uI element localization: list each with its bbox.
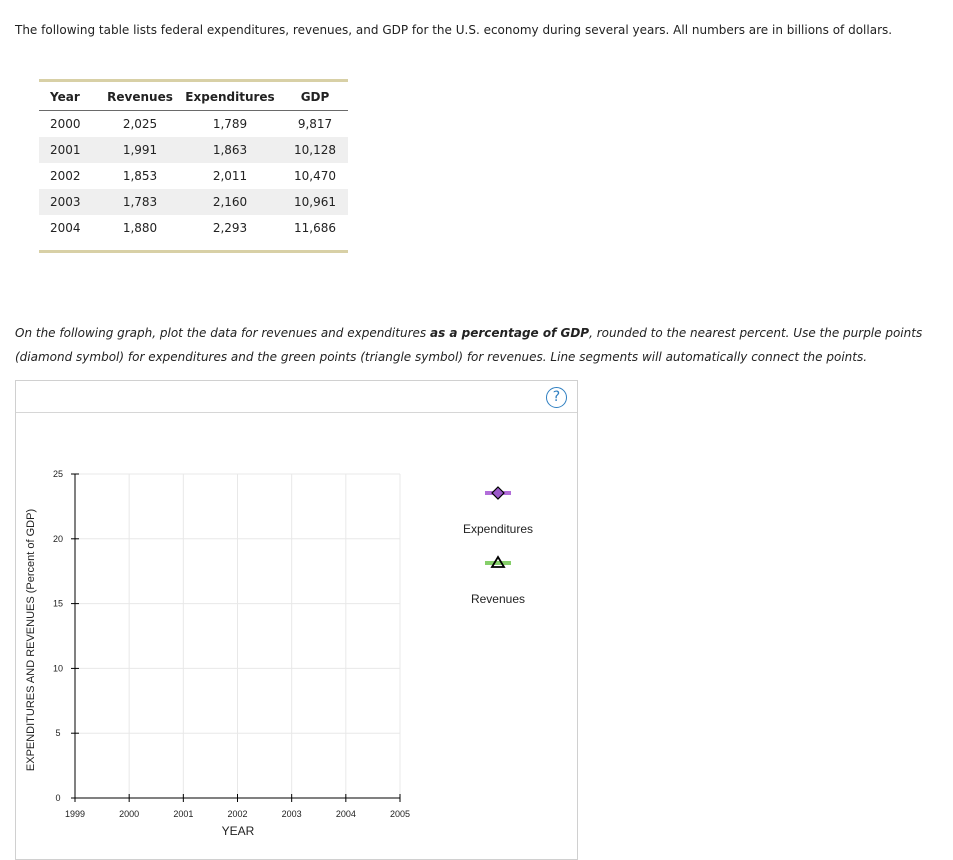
cell-revenues: 1,991 xyxy=(102,137,178,163)
header-year: Year xyxy=(39,82,102,111)
instructions: On the following graph, plot the data fo… xyxy=(15,321,940,369)
header-gdp: GDP xyxy=(282,82,348,111)
help-button[interactable]: ? xyxy=(546,387,567,408)
intro-text: The following table lists federal expend… xyxy=(15,23,893,37)
cell-revenues: 1,853 xyxy=(122,169,158,183)
header-revenues: Revenues xyxy=(102,82,178,111)
data-table-container: Year Revenues Expenditures GDP 2000 2,02… xyxy=(39,79,348,253)
graph-toolbar: ? xyxy=(16,381,577,413)
table-row: 2003 1,783 2,160 10,961 xyxy=(39,189,348,215)
legend-revenues-tool[interactable]: Revenues xyxy=(471,555,525,606)
y-axis-title: EXPENDITURES AND REVENUES (Percent of GD… xyxy=(25,509,37,771)
cell-year: 2002 xyxy=(50,169,81,183)
legend-expenditures-tool[interactable]: Expenditures xyxy=(463,486,533,536)
cell-year: 2003 xyxy=(39,189,102,215)
y-tick-label: 10 xyxy=(53,663,63,673)
cell-year: 2000 xyxy=(50,117,81,131)
cell-revenues: 1,783 xyxy=(102,189,178,215)
legend-revenues-label: Revenues xyxy=(471,592,525,606)
y-tick-label: 15 xyxy=(53,599,63,609)
y-tick-label: 0 xyxy=(55,793,60,803)
cell-gdp: 11,686 xyxy=(294,221,336,235)
legend-expenditures-label: Expenditures xyxy=(463,522,533,536)
table-row: 2001 1,991 1,863 10,128 xyxy=(39,137,348,163)
cell-expenditures: 2,160 xyxy=(178,189,282,215)
y-tick-label: 25 xyxy=(53,469,63,479)
cell-revenues: 2,025 xyxy=(122,117,158,131)
x-axis-title: YEAR xyxy=(222,824,255,838)
x-tick-label: 2005 xyxy=(390,809,410,819)
table-row: 2000 2,025 1,789 9,817 xyxy=(39,111,348,138)
x-tick-label: 2001 xyxy=(173,809,193,819)
cell-expenditures: 1,863 xyxy=(178,137,282,163)
grid-vertical xyxy=(74,474,401,798)
instructions-part1: On the following graph, plot the data fo… xyxy=(15,326,430,340)
instructions-part2: , rounded to the nearest percent. Use th… xyxy=(15,326,923,364)
table-top-rule xyxy=(39,79,348,82)
header-expenditures: Expenditures xyxy=(178,82,282,111)
y-tick-group: 0 5 10 15 20 25 xyxy=(53,469,79,803)
y-tick-label: 20 xyxy=(53,534,63,544)
table-header-row: Year Revenues Expenditures GDP xyxy=(39,82,348,111)
x-tick-label: 1999 xyxy=(65,809,85,819)
x-tick-label: 2003 xyxy=(282,809,302,819)
cell-revenues: 1,880 xyxy=(122,221,158,235)
cell-gdp: 9,817 xyxy=(297,117,333,131)
x-tick-label: 2002 xyxy=(227,809,247,819)
cell-year: 2004 xyxy=(50,221,81,235)
cell-year: 2001 xyxy=(39,137,102,163)
x-tick-label: 2000 xyxy=(119,809,139,819)
instructions-emphasis: as a percentage of GDP xyxy=(429,326,590,340)
graph-panel: ? 1999 2000 2001 2002 2003 2004 2005 0 5 10 15 20 2… xyxy=(15,380,578,860)
triangle-icon[interactable] xyxy=(490,555,506,568)
cell-gdp: 10,128 xyxy=(282,137,348,163)
cell-gdp: 10,961 xyxy=(282,189,348,215)
cell-gdp: 10,470 xyxy=(294,169,336,183)
graph-chart[interactable]: 1999 2000 2001 2002 2003 2004 2005 0510152025 … xyxy=(16,381,577,859)
x-tick-label: 2004 xyxy=(336,809,356,819)
cell-expenditures: 2,011 xyxy=(212,169,248,183)
cell-expenditures: 2,293 xyxy=(212,221,248,235)
y-tick-label: 5 xyxy=(55,728,60,738)
table-row: 2004 1,880 2,293 11,686 xyxy=(39,215,348,241)
data-table: Year Revenues Expenditures GDP 2000 2,02… xyxy=(39,82,348,241)
diamond-icon[interactable] xyxy=(491,486,505,500)
cell-expenditures: 1,789 xyxy=(212,117,248,131)
table-bottom-rule xyxy=(39,250,348,253)
table-row: 2002 1,853 2,011 10,470 xyxy=(39,163,348,189)
